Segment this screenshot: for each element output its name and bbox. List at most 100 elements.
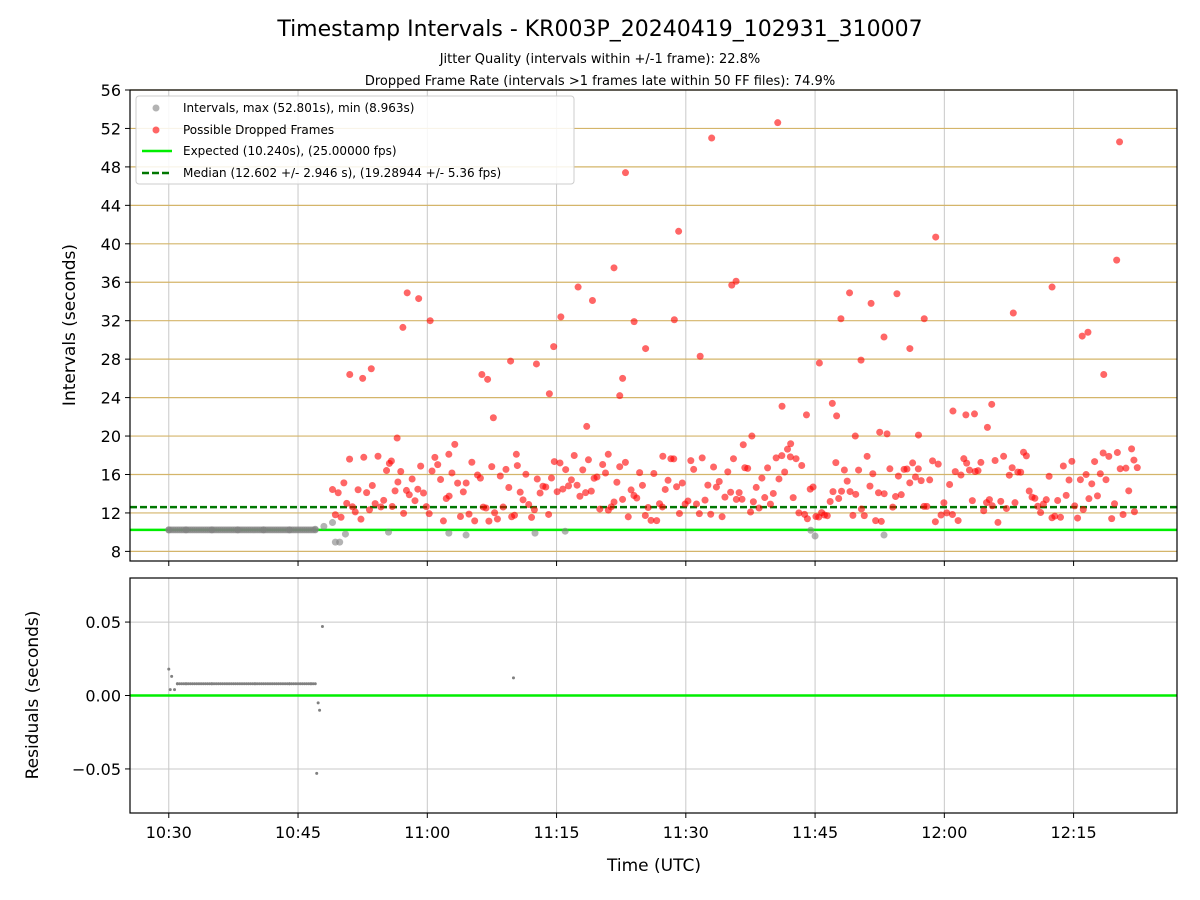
dropped-frame-point [732,495,740,503]
dropped-frame-point [1091,458,1099,466]
residual-point [229,682,233,686]
dropped-frame-point [393,434,401,442]
dropped-frame-point [545,510,553,518]
residual-point [234,682,238,686]
residual-point [214,682,218,686]
residual-point [244,682,248,686]
dropped-frame-point [1079,505,1087,513]
residual-point [264,682,268,686]
dropped-frame-point [988,400,996,408]
intervals-y-ticks: 8 12 16 20 24 28 32 36 40 44 48 52 56 [101,81,130,561]
legend-box [135,95,575,185]
dropped-frame-point [522,470,530,478]
intervals-y-tick-label: 40 [101,235,121,254]
dropped-frame-point [530,506,538,514]
intervals-y-tick-label: 8 [111,542,121,561]
dropped-frame-point [428,467,436,475]
dropped-frame-point [833,412,841,420]
legend-marker-intervals [152,104,160,112]
dropped-frame-point [1005,471,1013,479]
dropped-frame-point [415,295,423,303]
dropped-frame-point [493,515,501,523]
dropped-frame-point [980,507,988,515]
dropped-frame-point [852,490,860,498]
residual-point [184,682,188,686]
residual-point [279,682,283,686]
dropped-frame-point [343,499,351,507]
dropped-frame-point [557,313,565,321]
dropped-frame-point [448,469,456,477]
residuals-plot: 0.050.00−0.05 10:30 10:45 11:00 11:15 11:30 1… [23,577,1178,876]
dropped-frame-point [576,492,584,500]
residual-point [175,682,179,686]
dropped-frame-point [505,483,513,491]
dropped-frame-point [783,445,791,453]
residual-point [210,682,214,686]
x-tick-label: 11:30 [663,823,709,842]
dropped-frame-point [846,488,854,496]
intervals-y-tick-label: 32 [101,312,121,331]
residual-point [197,682,201,686]
dropped-frame-point [877,517,885,525]
dropped-frame-point [478,371,486,379]
dropped-frame-point [1071,502,1079,510]
intervals-y-tick-label: 56 [101,81,121,100]
intervals-plot: 8 12 16 20 24 28 32 36 40 44 48 52 56 Intervals (sec… [60,81,1178,566]
interval-point [561,527,569,535]
dropped-frame-point [624,513,632,521]
dropped-frame-point [917,477,925,485]
residual-point [290,682,294,686]
dropped-frame-point [1000,452,1008,460]
residual-point [206,682,210,686]
dropped-frame-point [876,428,884,436]
dropped-frame-point [610,264,618,272]
residual-point [231,682,235,686]
dropped-frame-point [892,493,900,501]
intervals-y-axis-label: Intervals (seconds) [60,244,80,406]
residual-point [221,682,225,686]
dropped-frame-point [906,345,914,353]
dropped-frame-point [451,440,459,448]
dropped-frame-point [496,472,504,480]
residual-point [298,682,302,686]
dropped-frame-point [619,495,627,503]
residual-point [303,682,306,686]
residual-point [270,682,274,686]
residual-point [287,682,291,686]
dropped-frame-point [851,432,859,440]
dropped-frame-point [602,469,610,477]
dropped-frame-point [795,509,803,517]
dropped-frame-point [772,454,780,462]
dropped-frame-point [584,456,592,464]
intervals-y-tick-label: 48 [101,158,121,177]
dropped-frame-point [491,509,499,517]
residual-point [167,667,171,671]
residual-point [285,682,289,686]
dropped-frame-point [1031,494,1039,502]
interval-point [531,529,539,537]
dropped-frame-point [1122,464,1130,472]
dropped-frame-point [627,486,635,494]
dropped-frame-point [712,483,720,491]
residual-point [268,682,272,686]
dropped-frame-point [414,485,422,493]
intervals-y-tick-label: 36 [101,273,121,292]
residual-point [186,682,190,686]
dropped-frame-point [1113,256,1121,264]
intervals-y-tick-label: 24 [101,389,121,408]
legend-label-expected: Expected (10.240s), (25.00000 fps) [183,144,397,158]
dropped-frame-point [459,488,467,496]
dropped-frame-point [417,462,425,470]
dropped-frame-point [738,495,746,503]
dropped-frame-point [695,510,703,518]
dropped-frame-point [650,470,658,478]
dropped-frame-point [476,474,484,482]
dropped-frame-point [769,489,777,497]
dropped-frame-point [940,499,948,507]
dropped-frame-point [803,515,811,523]
interval-point [336,538,344,546]
dropped-frame-point [619,374,627,382]
dropped-frame-point [1011,499,1019,507]
dropped-frame-point [857,356,865,364]
interval-point [385,528,393,536]
